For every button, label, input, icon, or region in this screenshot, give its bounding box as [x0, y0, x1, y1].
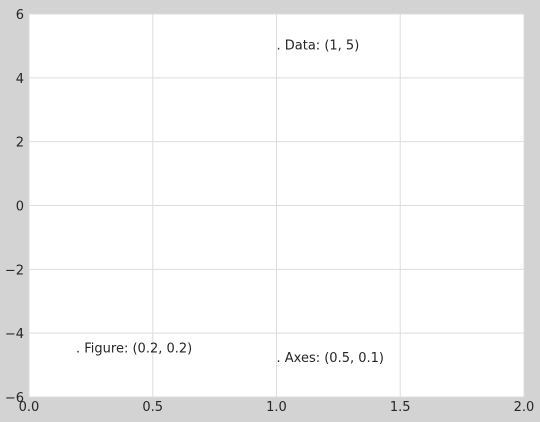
annotation-data: . Data: (1, 5) — [277, 38, 360, 53]
x-tick-label: 1.0 — [266, 400, 287, 415]
y-tick-label: −2 — [5, 263, 24, 278]
y-tick-label: 4 — [16, 72, 24, 87]
x-tick-label: 0.0 — [19, 400, 40, 415]
annotation-axes: . Axes: (0.5, 0.1) — [277, 351, 385, 366]
y-tick-label: 6 — [16, 8, 24, 23]
y-tick-label: −6 — [5, 391, 24, 406]
y-tick-label: −4 — [5, 327, 24, 342]
y-tick-label: 2 — [16, 136, 24, 151]
y-tick-label: 0 — [16, 200, 24, 215]
x-tick-label: 1.5 — [390, 400, 411, 415]
x-tick-label: 0.5 — [142, 400, 163, 415]
x-tick-label: 2.0 — [514, 400, 535, 415]
annotation-figure: . Figure: (0.2, 0.2) — [76, 342, 192, 357]
y-gridlines — [29, 13, 524, 398]
